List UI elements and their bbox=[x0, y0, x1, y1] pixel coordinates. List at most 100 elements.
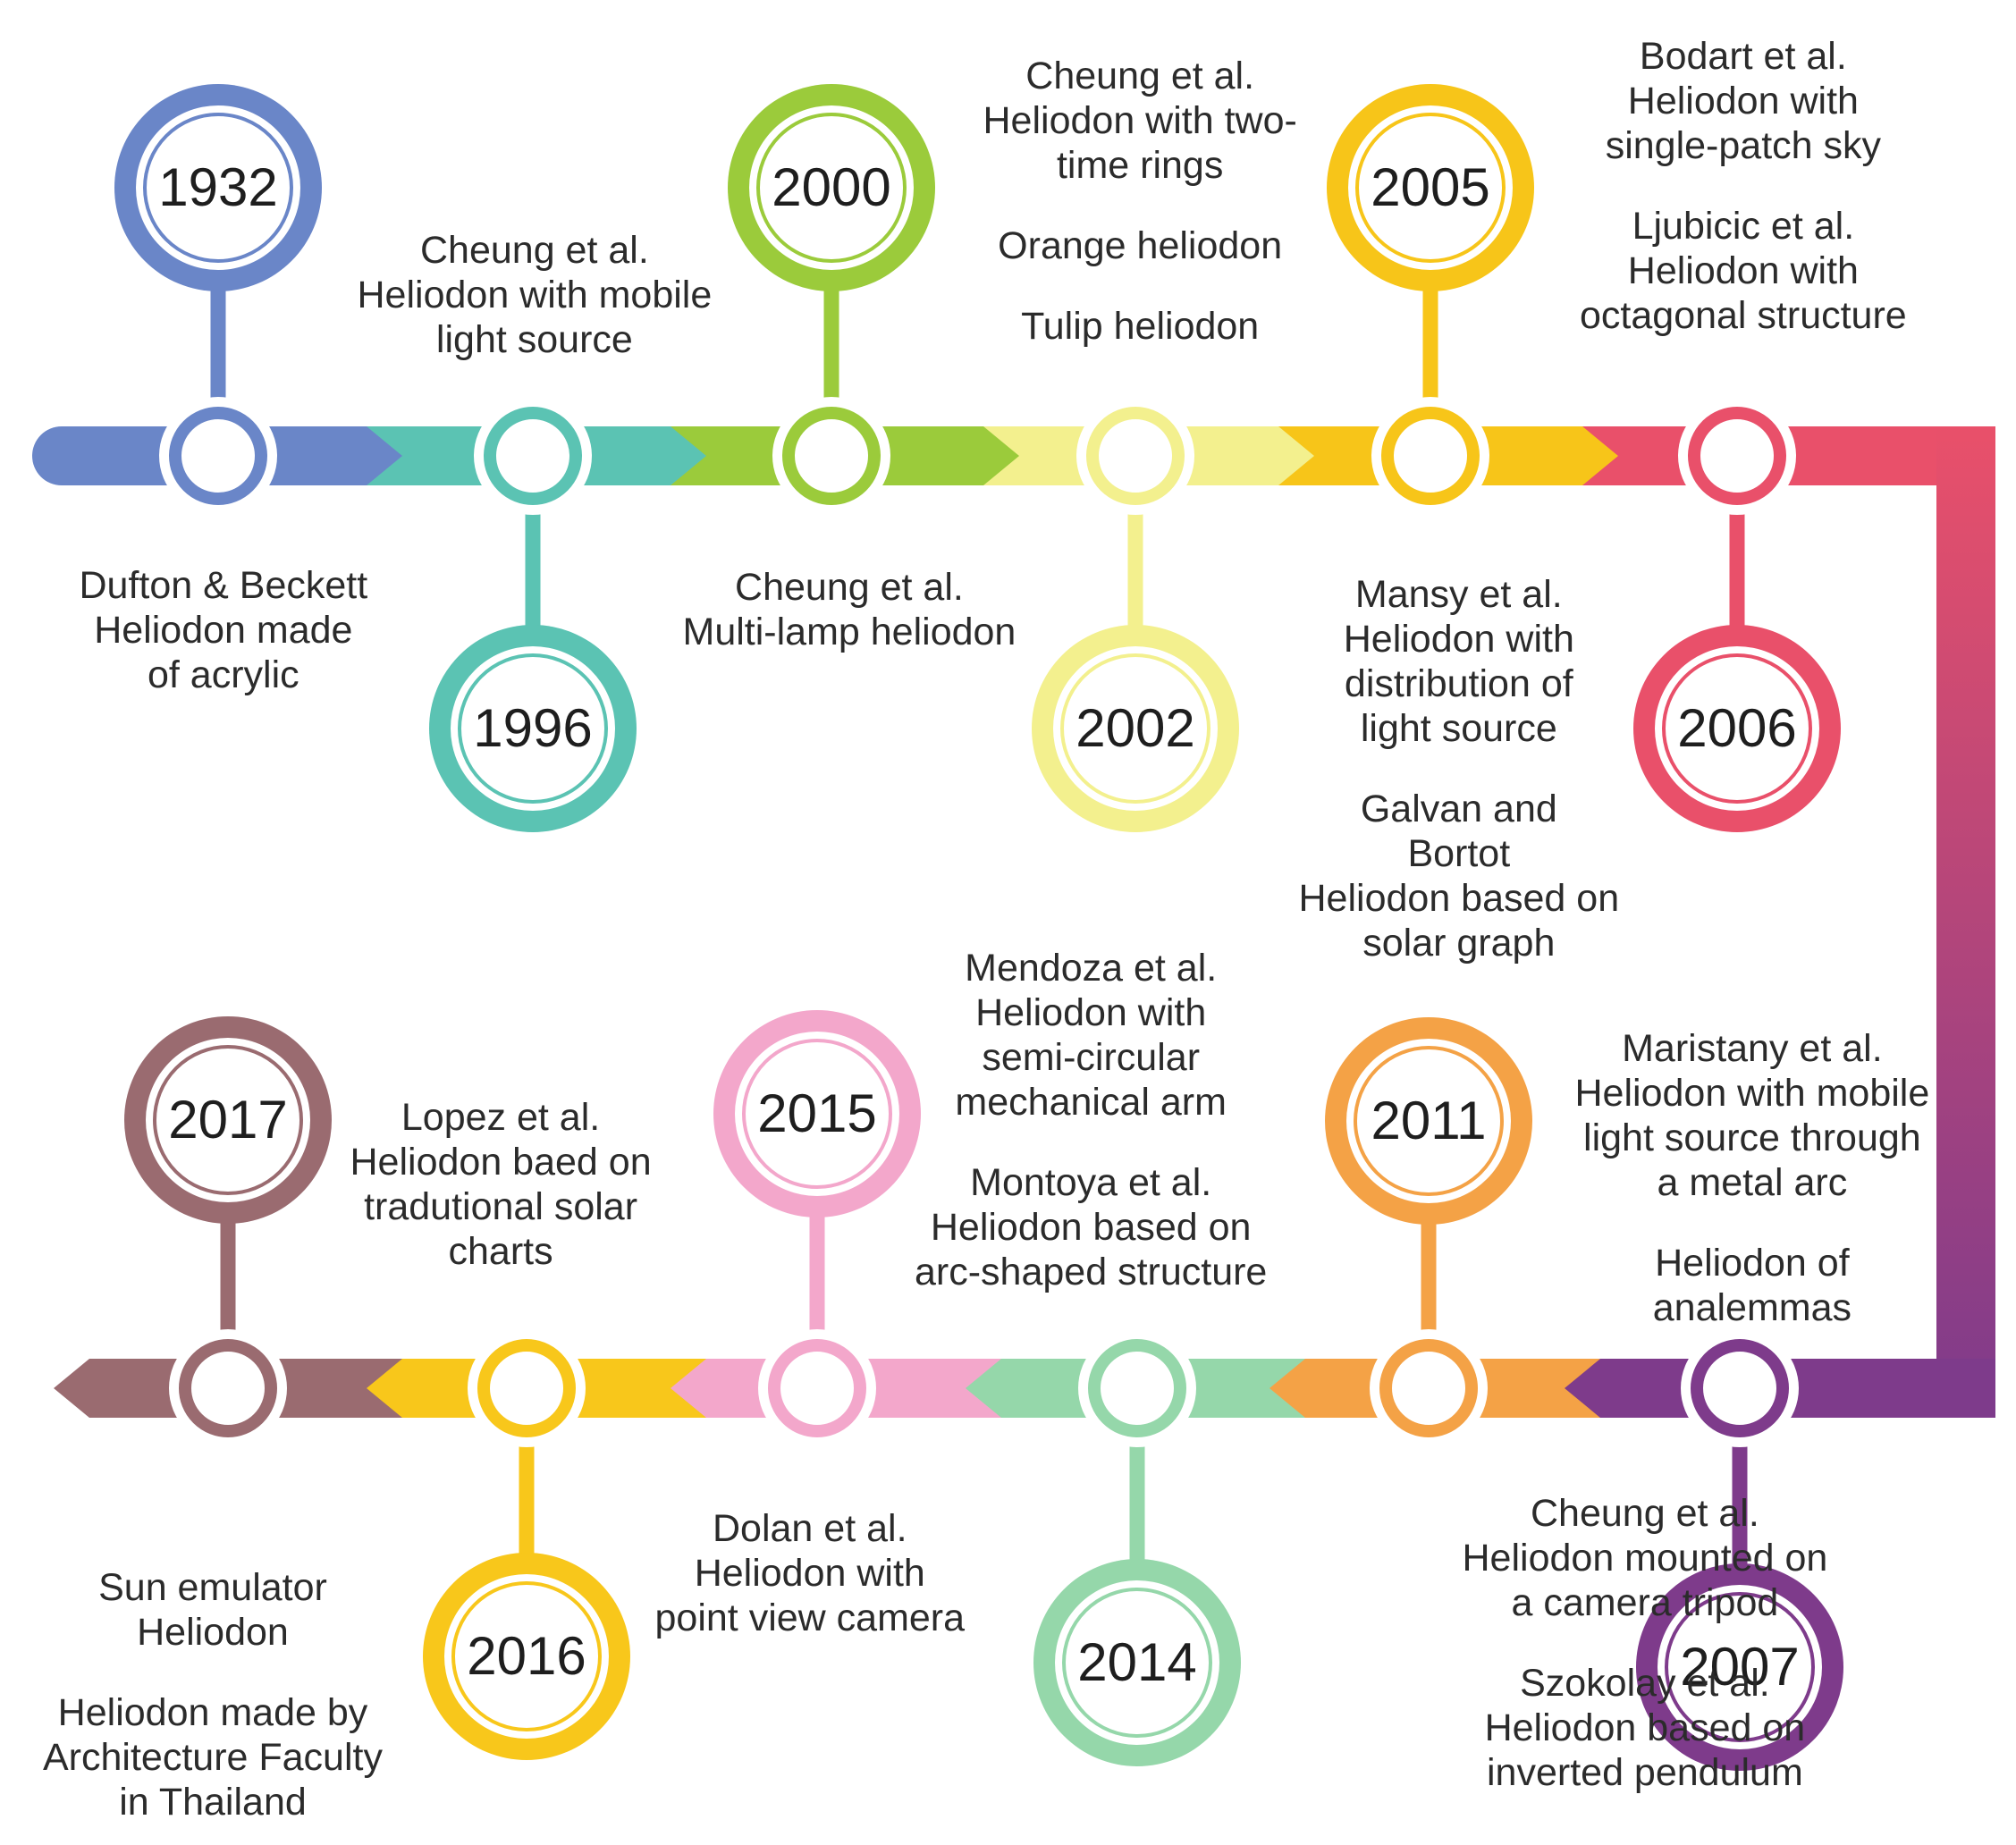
year-label-1996: 1996 bbox=[473, 698, 592, 758]
year-badge-ring-1932 bbox=[143, 113, 293, 263]
milestone-description-2007: Maristany et al. Heliodon with mobile ligh… bbox=[1575, 1026, 1930, 1330]
description-line: Szokolay et al. bbox=[1520, 1662, 1770, 1705]
track-node-ring-2006 bbox=[1688, 407, 1786, 505]
description-line: Heliodon with mobile bbox=[1574, 1072, 1930, 1115]
year-badge-inner-2016 bbox=[444, 1574, 609, 1739]
milestone-description-2006: Bodart et al. Heliodon with single-patch s… bbox=[1580, 34, 1907, 338]
year-badge-inner-2000 bbox=[749, 105, 914, 270]
description-line: solar graph bbox=[1362, 922, 1556, 965]
track-node-ring-2005 bbox=[1381, 407, 1480, 505]
year-label-2006: 2006 bbox=[1677, 698, 1796, 758]
milestone-description-2015: Dolan et al. Heliodon with point view came… bbox=[655, 1506, 966, 1640]
year-badge-ring-2015 bbox=[742, 1039, 892, 1189]
track-connector-vertical bbox=[1936, 426, 1995, 1418]
year-badge-inner-2015 bbox=[735, 1032, 899, 1196]
year-badge-inner-2005 bbox=[1348, 105, 1513, 270]
description-line: a camera tripod bbox=[1511, 1581, 1779, 1624]
year-badge-ring-2007 bbox=[1665, 1592, 1815, 1742]
entry-spacer bbox=[43, 1655, 383, 1690]
description-line: point view camera bbox=[654, 1596, 966, 1639]
milestone-description-2005: Mansy et al. Heliodon with distribution of… bbox=[1299, 572, 1620, 965]
year-badge-inner-2011 bbox=[1346, 1039, 1511, 1203]
year-label-2016: 2016 bbox=[467, 1626, 586, 1686]
description-line: time rings bbox=[1056, 144, 1224, 187]
description-line: Tulip heliodon bbox=[1021, 305, 1260, 348]
description-line: of acrylic bbox=[148, 653, 299, 696]
year-label-2000: 2000 bbox=[772, 157, 890, 217]
year-badge-inner-2006 bbox=[1655, 646, 1819, 811]
description-line: Multi-lamp heliodon bbox=[682, 611, 1016, 653]
year-badge-ring-2002 bbox=[1060, 653, 1210, 804]
year-badge-ring-2017 bbox=[153, 1045, 303, 1195]
milestone-description-2014: Mendoza et al. Heliodon with semi-circular… bbox=[915, 946, 1267, 1294]
description-line: Heliodon made by bbox=[57, 1691, 368, 1734]
year-label-2014: 2014 bbox=[1077, 1632, 1196, 1692]
entry-spacer bbox=[915, 1125, 1267, 1160]
description-line: Heliodon based on bbox=[1298, 877, 1620, 920]
description-line: Mendoza et al. bbox=[965, 947, 1218, 990]
description-line: a metal arc bbox=[1657, 1161, 1848, 1204]
description-line: light source through bbox=[1583, 1116, 1921, 1159]
description-line: Heliodon with mobile bbox=[357, 274, 713, 316]
description-line: Heliodon mounted on bbox=[1462, 1537, 1828, 1580]
description-line: distribution of bbox=[1344, 662, 1573, 705]
track-node-ring-2014 bbox=[1088, 1339, 1186, 1437]
year-badge-inner-2007 bbox=[1658, 1585, 1822, 1749]
track-node-ring-1932 bbox=[169, 407, 267, 505]
description-line: Heliodon with bbox=[694, 1552, 925, 1595]
description-line: Heliodon with bbox=[1627, 249, 1859, 292]
description-line: Bodart et al. bbox=[1639, 35, 1847, 78]
description-line: light source bbox=[435, 318, 633, 361]
milestone-description-2000: Cheung et al. Multi-lamp heliodon bbox=[683, 565, 1016, 654]
year-badge-inner-2002 bbox=[1053, 646, 1218, 811]
description-line: Heliodon with bbox=[975, 991, 1207, 1034]
year-badge-ring-2016 bbox=[451, 1581, 602, 1731]
milestone-description-1932: Dufton & Beckett Heliodon made of acrylic bbox=[80, 563, 368, 697]
track-node-ring-1996 bbox=[484, 407, 582, 505]
track-node-ring-2011 bbox=[1379, 1339, 1478, 1437]
description-line: Dufton & Beckett bbox=[79, 564, 368, 607]
year-label-2002: 2002 bbox=[1075, 698, 1194, 758]
track-node-ring-2000 bbox=[782, 407, 881, 505]
description-line: Mansy et al. bbox=[1354, 573, 1563, 616]
entry-spacer bbox=[1575, 1205, 1930, 1241]
description-line: inverted pendulum bbox=[1487, 1751, 1803, 1794]
description-line: arc-shaped structure bbox=[915, 1251, 1268, 1293]
description-line: Cheung et al. bbox=[1531, 1492, 1759, 1535]
milestone-description-2016: Lopez et al. Heliodon baed on tradutional … bbox=[350, 1095, 652, 1274]
description-line: Heliodon with bbox=[1343, 618, 1574, 661]
year-label-2015: 2015 bbox=[757, 1083, 876, 1143]
description-line: Sun emulator bbox=[98, 1566, 327, 1609]
year-badge-ring-2006 bbox=[1662, 653, 1812, 804]
description-line: Heliodon baed on bbox=[350, 1141, 652, 1184]
year-badge-ring-2014 bbox=[1062, 1588, 1212, 1738]
description-line: Bortot bbox=[1407, 832, 1511, 875]
entry-spacer bbox=[1580, 168, 1907, 204]
description-line: single-patch sky bbox=[1605, 124, 1882, 167]
description-line: Galvan and bbox=[1360, 788, 1557, 830]
description-line: analemmas bbox=[1652, 1286, 1852, 1329]
description-line: Ljubicic et al. bbox=[1632, 205, 1855, 248]
description-line: semi-circular bbox=[982, 1036, 1201, 1079]
description-line: mechanical arm bbox=[955, 1081, 1227, 1124]
description-line: Heliodon based on bbox=[1484, 1706, 1806, 1749]
milestone-description-2017: Sun emulator Heliodon Heliodon made by Arch… bbox=[43, 1565, 383, 1824]
description-line: Heliodon of bbox=[1655, 1242, 1850, 1285]
year-badge-ring-2000 bbox=[756, 113, 907, 263]
description-line: Heliodon made bbox=[94, 609, 353, 652]
year-badge-ring-1996 bbox=[458, 653, 608, 804]
milestone-description-2011: Cheung et al. Heliodon mounted on a camera… bbox=[1463, 1491, 1828, 1795]
entry-spacer bbox=[983, 268, 1297, 304]
year-badge-ring-2011 bbox=[1354, 1046, 1504, 1196]
year-label-2011: 2011 bbox=[1371, 1091, 1486, 1150]
description-line: Dolan et al. bbox=[713, 1507, 907, 1550]
year-label-1932: 1932 bbox=[158, 157, 277, 217]
year-label-2007: 2007 bbox=[1680, 1637, 1799, 1697]
description-line: Montoya et al. bbox=[970, 1161, 1212, 1204]
year-badge-inner-1996 bbox=[451, 646, 615, 811]
track-node-ring-2015 bbox=[768, 1339, 866, 1437]
entry-spacer bbox=[1299, 751, 1620, 787]
milestone-description-1996: Cheung et al. Heliodon with mobile light s… bbox=[358, 228, 713, 362]
